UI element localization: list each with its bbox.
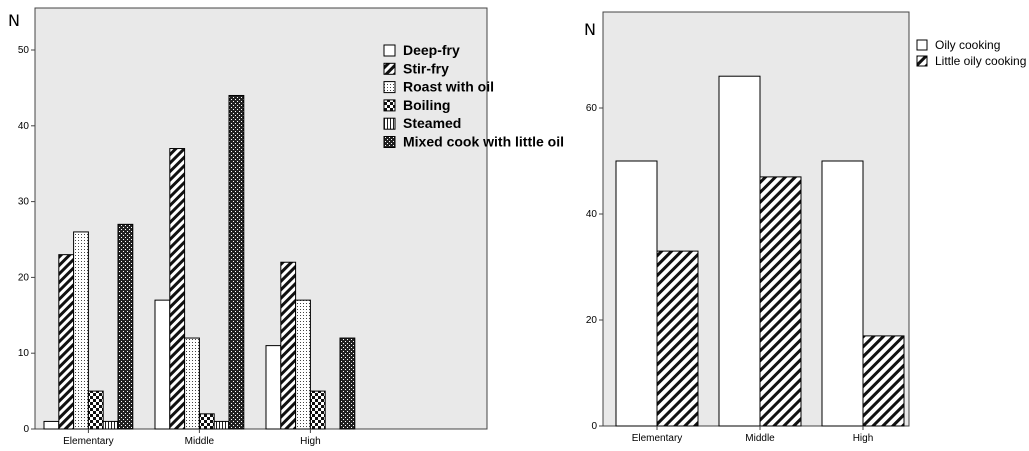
chart-1-plot-area (34, 7, 488, 430)
bar-deep-fry-elementary (43, 420, 60, 430)
bar-little-oily-cooking-elementary (656, 250, 699, 427)
y-tick-label: 40 (18, 121, 30, 132)
y-tick-label: 50 (18, 45, 30, 56)
bar-mixed-cook-with-little-oil-elementary (117, 223, 134, 430)
chart-2: N 0 20 40 60 Elementary Middle High Oily cook… (584, 11, 1026, 444)
chart-2-x-ticks: Elementary Middle High (632, 426, 874, 444)
y-tick-label: 20 (586, 315, 598, 326)
x-tick-label: High (853, 433, 874, 444)
y-tick-label: 10 (18, 348, 30, 359)
bar-deep-fry-middle (154, 299, 171, 430)
chart-2-bars (615, 75, 905, 427)
legend-label: Mixed cook with little oil (403, 134, 564, 150)
bar-boiling-high (309, 390, 326, 430)
chart-2-legend: Oily cooking Little oily cooking (916, 38, 1026, 68)
legend-swatch (383, 44, 396, 57)
legend-swatch (383, 62, 396, 75)
y-tick-label: 40 (586, 209, 598, 220)
bar-stir-fry-middle (169, 148, 186, 430)
bar-roast-with-oil-elementary (73, 231, 89, 430)
chart-1-bars (43, 94, 356, 430)
chart-1-legend: Deep-fry Stir-fry Roast with oil Boiling Ste… (383, 42, 564, 150)
bar-oily-cooking-elementary (615, 160, 658, 427)
legend-label: Roast with oil (403, 79, 494, 95)
bar-stir-fry-elementary (58, 254, 75, 430)
chart-1: N 0 10 20 30 40 50 Elementary Middle High Deep-… (8, 7, 564, 447)
bar-boiling-middle (198, 413, 215, 430)
y-tick-label: 20 (18, 272, 30, 283)
y-tick-label: 0 (591, 421, 597, 432)
chart-1-ylabel: N (8, 11, 20, 30)
legend-label: Oily cooking (935, 38, 1000, 52)
bar-oily-cooking-middle (718, 75, 761, 427)
chart-1-x-ticks: Elementary Middle High (63, 429, 321, 447)
bar-mixed-cook-with-little-oil-middle (228, 94, 245, 430)
x-tick-label: High (300, 436, 321, 447)
chart-1-y-ticks: 0 10 20 30 40 50 (18, 45, 35, 435)
y-tick-label: 60 (586, 103, 598, 114)
bar-roast-with-oil-middle (184, 337, 200, 430)
y-tick-label: 30 (18, 197, 30, 208)
x-tick-label: Middle (185, 436, 215, 447)
bar-mixed-cook-with-little-oil-high (339, 337, 356, 430)
legend-label: Stir-fry (403, 60, 449, 76)
bar-oily-cooking-high (821, 160, 864, 427)
bar-deep-fry-high (265, 345, 282, 430)
bar-boiling-elementary (87, 390, 104, 430)
bar-steamed-elementary (102, 420, 119, 430)
legend-swatch (383, 99, 396, 112)
legend-swatch (383, 136, 396, 148)
bar-steamed-middle (213, 420, 230, 430)
x-tick-label: Elementary (63, 436, 114, 447)
y-tick-label: 0 (23, 424, 29, 435)
bar-little-oily-cooking-high (862, 335, 905, 427)
bar-stir-fry-high (280, 261, 297, 430)
legend-swatch (383, 81, 396, 94)
legend-label: Boiling (403, 97, 450, 113)
chart-2-ylabel: N (584, 20, 596, 39)
legend-swatch (916, 55, 928, 67)
legend-swatch (383, 117, 396, 130)
bar-little-oily-cooking-middle (759, 176, 802, 427)
x-tick-label: Elementary (632, 433, 683, 444)
legend-label: Steamed (403, 115, 461, 131)
legend-label: Little oily cooking (935, 54, 1026, 68)
bar-roast-with-oil-high (295, 299, 311, 430)
x-tick-label: Middle (745, 433, 775, 444)
chart-2-y-ticks: 0 20 40 60 (586, 103, 603, 432)
legend-swatch (916, 39, 928, 51)
legend-label: Deep-fry (403, 42, 460, 58)
